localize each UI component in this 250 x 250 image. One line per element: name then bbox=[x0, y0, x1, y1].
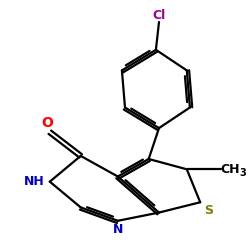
Text: S: S bbox=[204, 204, 213, 216]
Text: CH: CH bbox=[221, 163, 240, 176]
Text: O: O bbox=[41, 116, 53, 130]
Text: N: N bbox=[112, 223, 123, 236]
Text: 3: 3 bbox=[239, 168, 246, 178]
Text: NH: NH bbox=[24, 175, 45, 188]
Text: Cl: Cl bbox=[152, 9, 166, 22]
